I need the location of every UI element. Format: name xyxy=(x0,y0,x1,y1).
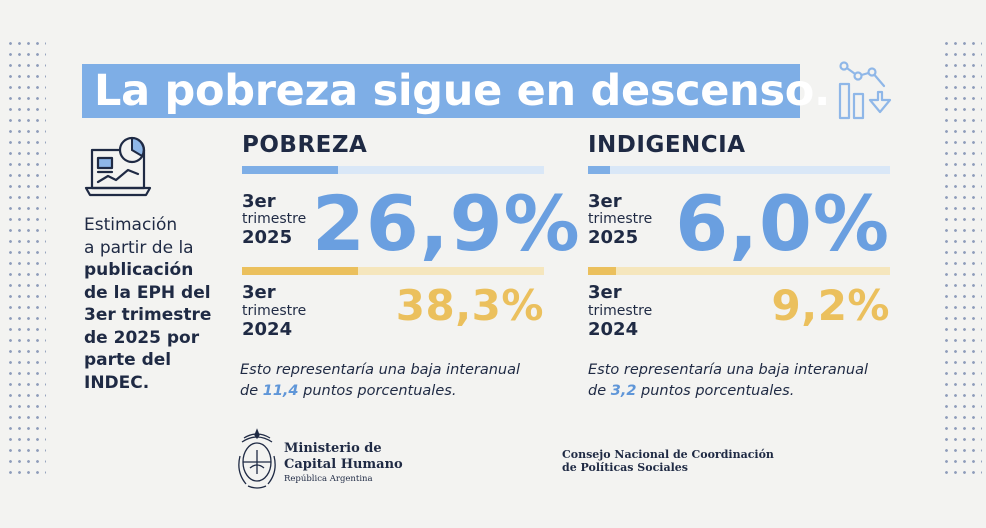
pobreza-current-value: 26,9% xyxy=(312,179,581,268)
indigencia-gold-bar xyxy=(588,267,890,275)
indigencia-heading: INDIGENCIA xyxy=(588,132,746,158)
ministry-logo-text: Ministerio de Capital Humano República A… xyxy=(284,441,403,485)
indigencia-previous-label-mid: trimestre xyxy=(588,303,653,319)
indigencia-note-de: de xyxy=(588,383,607,399)
estimation-line: 3er trimestre xyxy=(84,305,212,325)
pobreza-note-de: de xyxy=(240,383,259,399)
pobreza-current-label-mid: trimestre xyxy=(242,211,307,227)
decorative-dots-left xyxy=(6,38,46,478)
laptop-chart-icon xyxy=(84,136,152,197)
pobreza-note-points: 11,4 xyxy=(262,383,299,399)
pobreza-note-suffix: puntos porcentuales. xyxy=(303,383,457,399)
pobreza-note: Esto representaría una baja interanual d… xyxy=(240,360,520,402)
pobreza-current-label-top: 3er xyxy=(242,191,276,212)
estimation-line: a partir de la xyxy=(84,237,194,258)
pobreza-previous-label-year: 2024 xyxy=(242,319,293,340)
pobreza-previous-value: 38,3% xyxy=(395,281,544,330)
indigencia-blue-bar xyxy=(588,166,890,174)
indigencia-previous-label-top: 3er xyxy=(588,282,622,303)
pobreza-previous-label-mid: trimestre xyxy=(242,303,307,319)
indigencia-current-label-top: 3er xyxy=(588,191,622,212)
indigencia-note-suffix: puntos porcentuales. xyxy=(641,383,795,399)
council-logo-text: Consejo Nacional de Coordinación de Polí… xyxy=(562,448,774,474)
indigencia-current-label-year: 2025 xyxy=(588,227,639,248)
ministry-line2: Capital Humano xyxy=(284,457,403,472)
pobreza-heading: POBREZA xyxy=(242,132,368,158)
pobreza-previous-label-top: 3er xyxy=(242,282,276,303)
indigencia-note: Esto representaría una baja interanual d… xyxy=(588,360,868,402)
estimation-line: Estimación xyxy=(84,215,178,235)
pobreza-note-line1: Esto representaría una baja interanual xyxy=(240,362,521,378)
indigencia-previous-label-year: 2024 xyxy=(588,319,639,340)
ministry-line1: Ministerio de xyxy=(284,441,382,456)
estimation-line: de 2025 por xyxy=(84,327,200,348)
decorative-dots-right xyxy=(942,38,982,478)
estimation-line: de la EPH del xyxy=(84,282,211,303)
pobreza-gold-bar xyxy=(242,267,544,275)
estimation-line: publicación xyxy=(84,260,194,280)
pobreza-blue-bar xyxy=(242,166,544,174)
indigencia-note-line1: Esto representaría una baja interanual xyxy=(588,362,869,378)
ministry-line3: República Argentina xyxy=(284,474,373,484)
title-banner xyxy=(82,64,800,118)
estimation-note: Estimación a partir de la publicación de… xyxy=(84,214,234,394)
council-line1: Consejo Nacional de Coordinación xyxy=(562,448,774,461)
indigencia-current-label-mid: trimestre xyxy=(588,211,653,227)
national-seal-icon xyxy=(238,428,276,489)
indigencia-note-points: 3,2 xyxy=(610,383,637,399)
estimation-line: parte del INDEC. xyxy=(84,350,172,393)
council-line2: de Políticas Sociales xyxy=(562,461,688,474)
indigencia-current-value: 6,0% xyxy=(675,179,890,268)
page-title: La pobreza sigue en descenso. xyxy=(94,66,831,116)
pobreza-current-label-year: 2025 xyxy=(242,227,293,248)
trend-down-chart-icon xyxy=(838,61,892,120)
indigencia-previous-value: 9,2% xyxy=(771,281,890,330)
